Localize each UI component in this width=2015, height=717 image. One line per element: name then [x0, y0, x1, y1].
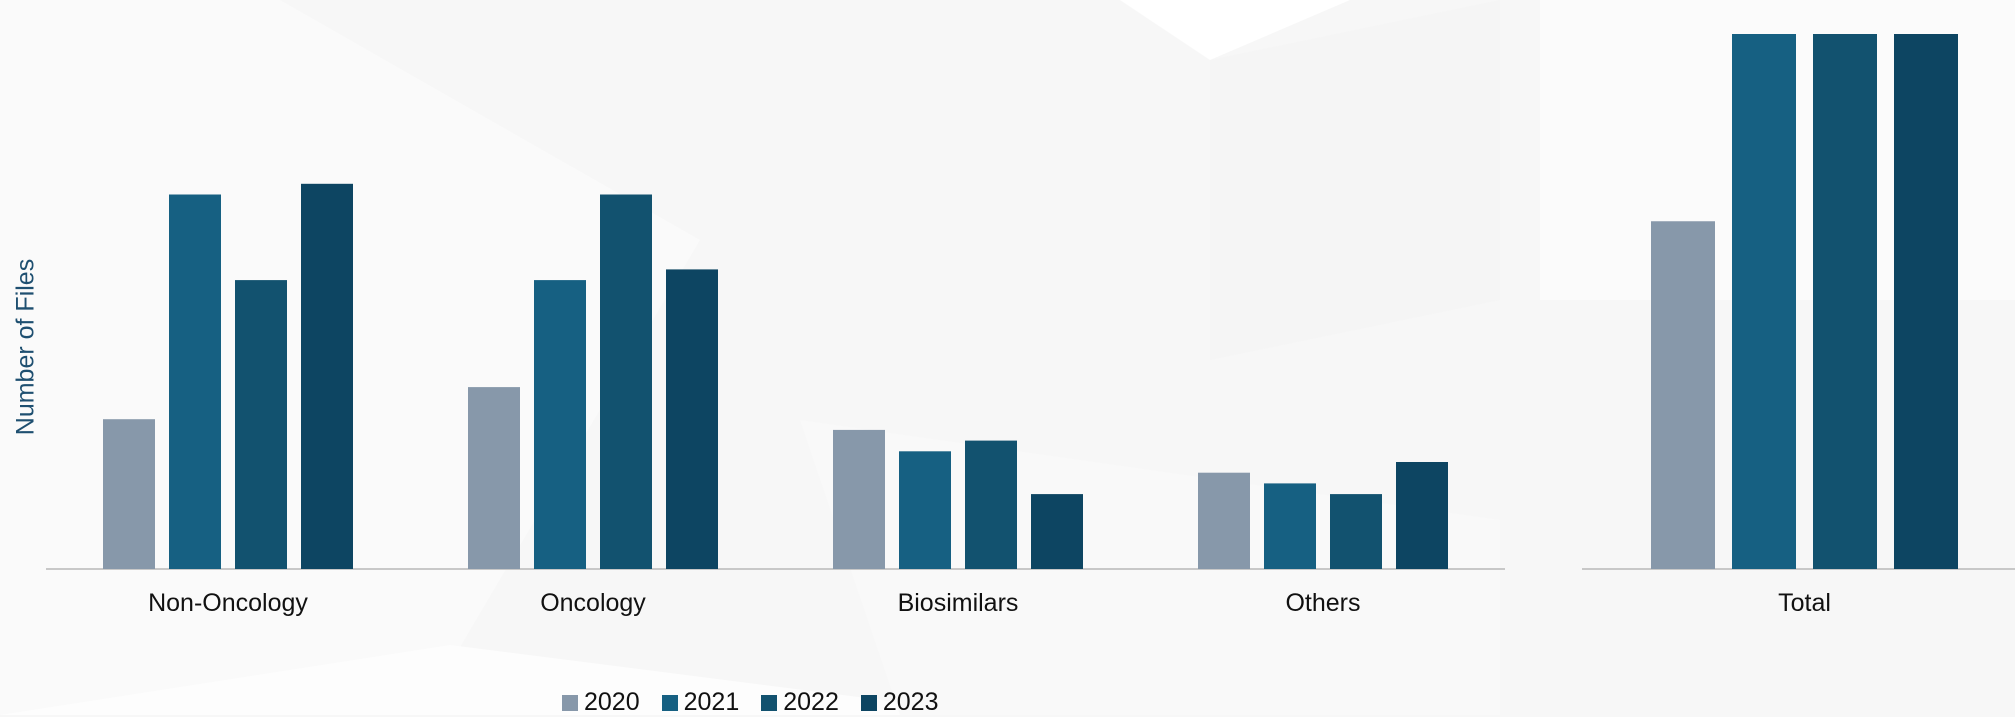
bar-others-2023: [1396, 462, 1448, 569]
bar-oncology-2021: [534, 280, 586, 569]
bar-others-2021: [1264, 483, 1316, 569]
bar-non-oncology-2020: [103, 419, 155, 569]
bar-biosimilars-2020: [833, 429, 885, 569]
category-labels: Non-Oncology Oncology Biosimilars Others Tot…: [148, 589, 1831, 617]
legend: 2020 2021 2022 2023: [562, 688, 939, 717]
bar-total-2020: [1651, 221, 1715, 569]
legend-item-2020: 2020: [562, 688, 640, 717]
bars-group-total: [1651, 34, 1958, 569]
bar-total-2021: [1732, 34, 1796, 569]
category-label: Non-Oncology: [148, 589, 308, 617]
category-label: Oncology: [540, 589, 646, 617]
legend-label: 2020: [584, 688, 640, 716]
legend-item-2022: 2022: [761, 688, 839, 717]
bar-oncology-2020: [468, 387, 520, 569]
bar-others-2022: [1330, 494, 1382, 569]
bar-non-oncology-2022: [235, 280, 287, 569]
bar-oncology-2023: [666, 269, 718, 569]
legend-item-2023: 2023: [860, 688, 939, 717]
category-label: Total: [1778, 589, 1831, 617]
legend-swatch: [761, 694, 778, 711]
bar-total-2023: [1894, 34, 1958, 569]
legend-label: 2021: [683, 688, 740, 716]
legend-item-2021: 2021: [661, 688, 740, 717]
category-label: Biosimilars: [898, 589, 1019, 617]
bar-non-oncology-2023: [301, 183, 353, 570]
bar-biosimilars-2023: [1031, 494, 1083, 569]
legend-swatch: [661, 694, 678, 711]
bars-group-main: [103, 183, 1448, 570]
bar-oncology-2022: [600, 194, 652, 569]
bar-others-2020: [1198, 472, 1250, 569]
legend-label: 2022: [783, 688, 839, 716]
legend-swatch: [860, 694, 877, 711]
bar-biosimilars-2022: [965, 440, 1017, 569]
legend-label: 2023: [882, 688, 939, 716]
bar-total-2022: [1813, 34, 1877, 569]
legend-swatch: [562, 694, 578, 711]
bar-biosimilars-2021: [899, 451, 951, 569]
category-label: Others: [1285, 589, 1360, 617]
y-axis-label: Number of Files: [11, 258, 40, 436]
bar-non-oncology-2021: [169, 194, 221, 569]
